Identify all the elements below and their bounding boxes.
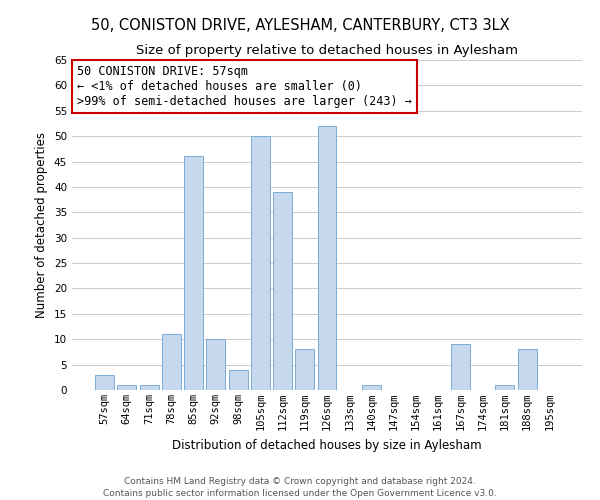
Text: 50 CONISTON DRIVE: 57sqm
← <1% of detached houses are smaller (0)
>99% of semi-d: 50 CONISTON DRIVE: 57sqm ← <1% of detach… xyxy=(77,65,412,108)
Bar xyxy=(251,136,270,390)
Bar xyxy=(229,370,248,390)
Title: Size of property relative to detached houses in Aylesham: Size of property relative to detached ho… xyxy=(136,44,518,58)
Bar xyxy=(206,339,225,390)
Bar xyxy=(140,385,158,390)
Bar xyxy=(162,334,181,390)
Bar xyxy=(317,126,337,390)
Bar xyxy=(295,350,314,390)
X-axis label: Distribution of detached houses by size in Aylesham: Distribution of detached houses by size … xyxy=(172,438,482,452)
Text: 50, CONISTON DRIVE, AYLESHAM, CANTERBURY, CT3 3LX: 50, CONISTON DRIVE, AYLESHAM, CANTERBURY… xyxy=(91,18,509,32)
Bar xyxy=(118,385,136,390)
Bar xyxy=(518,350,536,390)
Bar xyxy=(95,375,114,390)
Bar xyxy=(362,385,381,390)
Bar xyxy=(184,156,203,390)
Y-axis label: Number of detached properties: Number of detached properties xyxy=(35,132,49,318)
Bar xyxy=(273,192,292,390)
Bar xyxy=(496,385,514,390)
Bar xyxy=(451,344,470,390)
Text: Contains HM Land Registry data © Crown copyright and database right 2024.
Contai: Contains HM Land Registry data © Crown c… xyxy=(103,476,497,498)
